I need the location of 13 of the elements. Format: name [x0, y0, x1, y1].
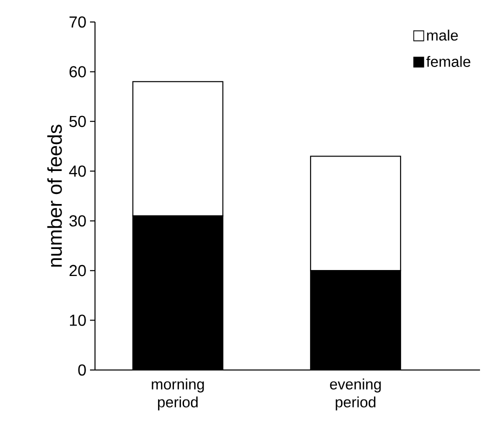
y-tick-label: 0	[78, 364, 86, 376]
x-tick-label: evening period	[330, 378, 381, 410]
y-tick-label: 60	[70, 66, 86, 78]
y-tick-label: 10	[70, 314, 86, 326]
y-tick-label: 30	[69, 215, 86, 226]
y-tick-label: 70	[70, 16, 86, 28]
y-axis-title: number of feeds	[47, 124, 62, 267]
y-tick-label: 20	[70, 264, 86, 276]
legend-label: female	[426, 56, 470, 67]
y-tick-label: 40	[69, 166, 86, 177]
y-tick-label: 50	[69, 116, 86, 128]
legend-label: male	[427, 30, 458, 41]
x-tick-label: morning period	[152, 378, 204, 410]
